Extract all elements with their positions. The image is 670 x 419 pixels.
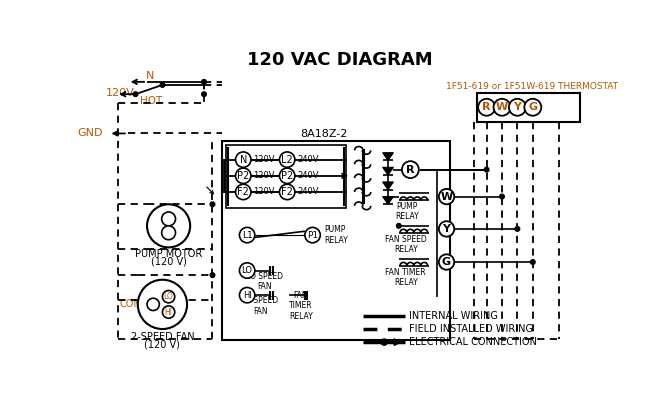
Text: R: R	[482, 102, 491, 112]
Circle shape	[279, 168, 295, 184]
FancyBboxPatch shape	[476, 93, 580, 122]
Circle shape	[236, 168, 251, 184]
Circle shape	[161, 212, 176, 226]
Text: L2: L2	[281, 155, 293, 165]
FancyBboxPatch shape	[226, 145, 346, 208]
Text: FIELD INSTALLED WIRING: FIELD INSTALLED WIRING	[409, 324, 533, 334]
Text: N: N	[240, 155, 247, 165]
Text: 120V: 120V	[253, 171, 275, 180]
FancyBboxPatch shape	[222, 141, 450, 340]
Text: LO: LO	[163, 292, 174, 301]
Text: LO SPEED
FAN: LO SPEED FAN	[246, 272, 283, 291]
Text: HOT: HOT	[140, 96, 162, 106]
Polygon shape	[383, 197, 393, 204]
Circle shape	[160, 83, 165, 87]
Text: Y: Y	[513, 102, 521, 112]
Text: HI SPEED
FAN: HI SPEED FAN	[243, 296, 279, 316]
Circle shape	[147, 204, 190, 247]
Text: Y: Y	[443, 224, 450, 234]
Circle shape	[202, 80, 206, 84]
Circle shape	[239, 287, 255, 303]
Text: 120V: 120V	[107, 88, 135, 98]
Text: 1F51-619 or 1F51W-619 THERMOSTAT: 1F51-619 or 1F51W-619 THERMOSTAT	[446, 82, 618, 91]
Text: LO: LO	[242, 266, 253, 275]
Circle shape	[161, 226, 176, 240]
Text: (120 V): (120 V)	[151, 256, 186, 266]
Text: (120 V): (120 V)	[145, 339, 180, 349]
Circle shape	[439, 189, 454, 204]
Circle shape	[162, 290, 175, 303]
Text: 240V: 240V	[297, 171, 319, 180]
Circle shape	[509, 99, 526, 116]
Circle shape	[236, 152, 251, 167]
Circle shape	[531, 260, 535, 264]
Text: 120V: 120V	[253, 187, 275, 197]
Circle shape	[279, 184, 295, 200]
Text: P1: P1	[307, 230, 318, 240]
Text: W: W	[496, 102, 508, 112]
Text: L1: L1	[242, 230, 253, 240]
Text: P2: P2	[237, 171, 249, 181]
Circle shape	[478, 99, 495, 116]
Circle shape	[279, 152, 295, 167]
Circle shape	[525, 99, 541, 116]
Text: 120V: 120V	[253, 155, 275, 164]
Circle shape	[236, 184, 251, 200]
Text: INTERNAL WIRING: INTERNAL WIRING	[409, 311, 498, 321]
Text: F2: F2	[237, 187, 249, 197]
Text: FAN TIMER
RELAY: FAN TIMER RELAY	[385, 268, 426, 287]
Text: G: G	[528, 102, 537, 112]
Text: GND: GND	[78, 129, 103, 138]
Text: PUMP
RELAY: PUMP RELAY	[324, 225, 348, 245]
Text: PUMP
RELAY: PUMP RELAY	[395, 202, 419, 221]
Text: 2-SPEED FAN: 2-SPEED FAN	[131, 333, 194, 342]
Circle shape	[381, 339, 387, 345]
Text: N: N	[146, 71, 154, 81]
Text: W: W	[440, 191, 453, 202]
Circle shape	[239, 263, 255, 278]
Text: HI: HI	[243, 291, 251, 300]
Circle shape	[484, 167, 489, 172]
Text: 240V: 240V	[297, 187, 319, 197]
Text: FAN
TIMER
RELAY: FAN TIMER RELAY	[289, 291, 313, 321]
Polygon shape	[383, 167, 393, 175]
Text: COM: COM	[119, 300, 143, 309]
Text: F2: F2	[281, 187, 293, 197]
Polygon shape	[383, 153, 393, 160]
Circle shape	[210, 202, 215, 207]
Text: 240V: 240V	[297, 155, 319, 164]
Circle shape	[138, 280, 187, 329]
Circle shape	[397, 223, 401, 228]
Text: 8A18Z-2: 8A18Z-2	[300, 129, 348, 139]
Circle shape	[133, 92, 138, 96]
Circle shape	[202, 92, 206, 96]
Circle shape	[162, 306, 175, 318]
Polygon shape	[383, 182, 393, 190]
Circle shape	[494, 99, 511, 116]
Text: G: G	[442, 257, 451, 267]
Text: PUMP MOTOR: PUMP MOTOR	[135, 249, 202, 259]
Circle shape	[439, 221, 454, 237]
Text: P2: P2	[281, 171, 293, 181]
Circle shape	[402, 161, 419, 178]
Circle shape	[500, 194, 505, 199]
Circle shape	[439, 254, 454, 270]
Circle shape	[515, 227, 520, 231]
Circle shape	[210, 273, 215, 277]
Circle shape	[239, 228, 255, 243]
Text: 120 VAC DIAGRAM: 120 VAC DIAGRAM	[247, 51, 432, 69]
Text: R: R	[406, 165, 415, 175]
Text: FAN SPEED
RELAY: FAN SPEED RELAY	[385, 235, 427, 254]
Circle shape	[305, 228, 320, 243]
Circle shape	[147, 298, 159, 310]
Text: HI: HI	[165, 308, 173, 317]
Text: ELECTRICAL CONNECTION: ELECTRICAL CONNECTION	[409, 337, 537, 347]
